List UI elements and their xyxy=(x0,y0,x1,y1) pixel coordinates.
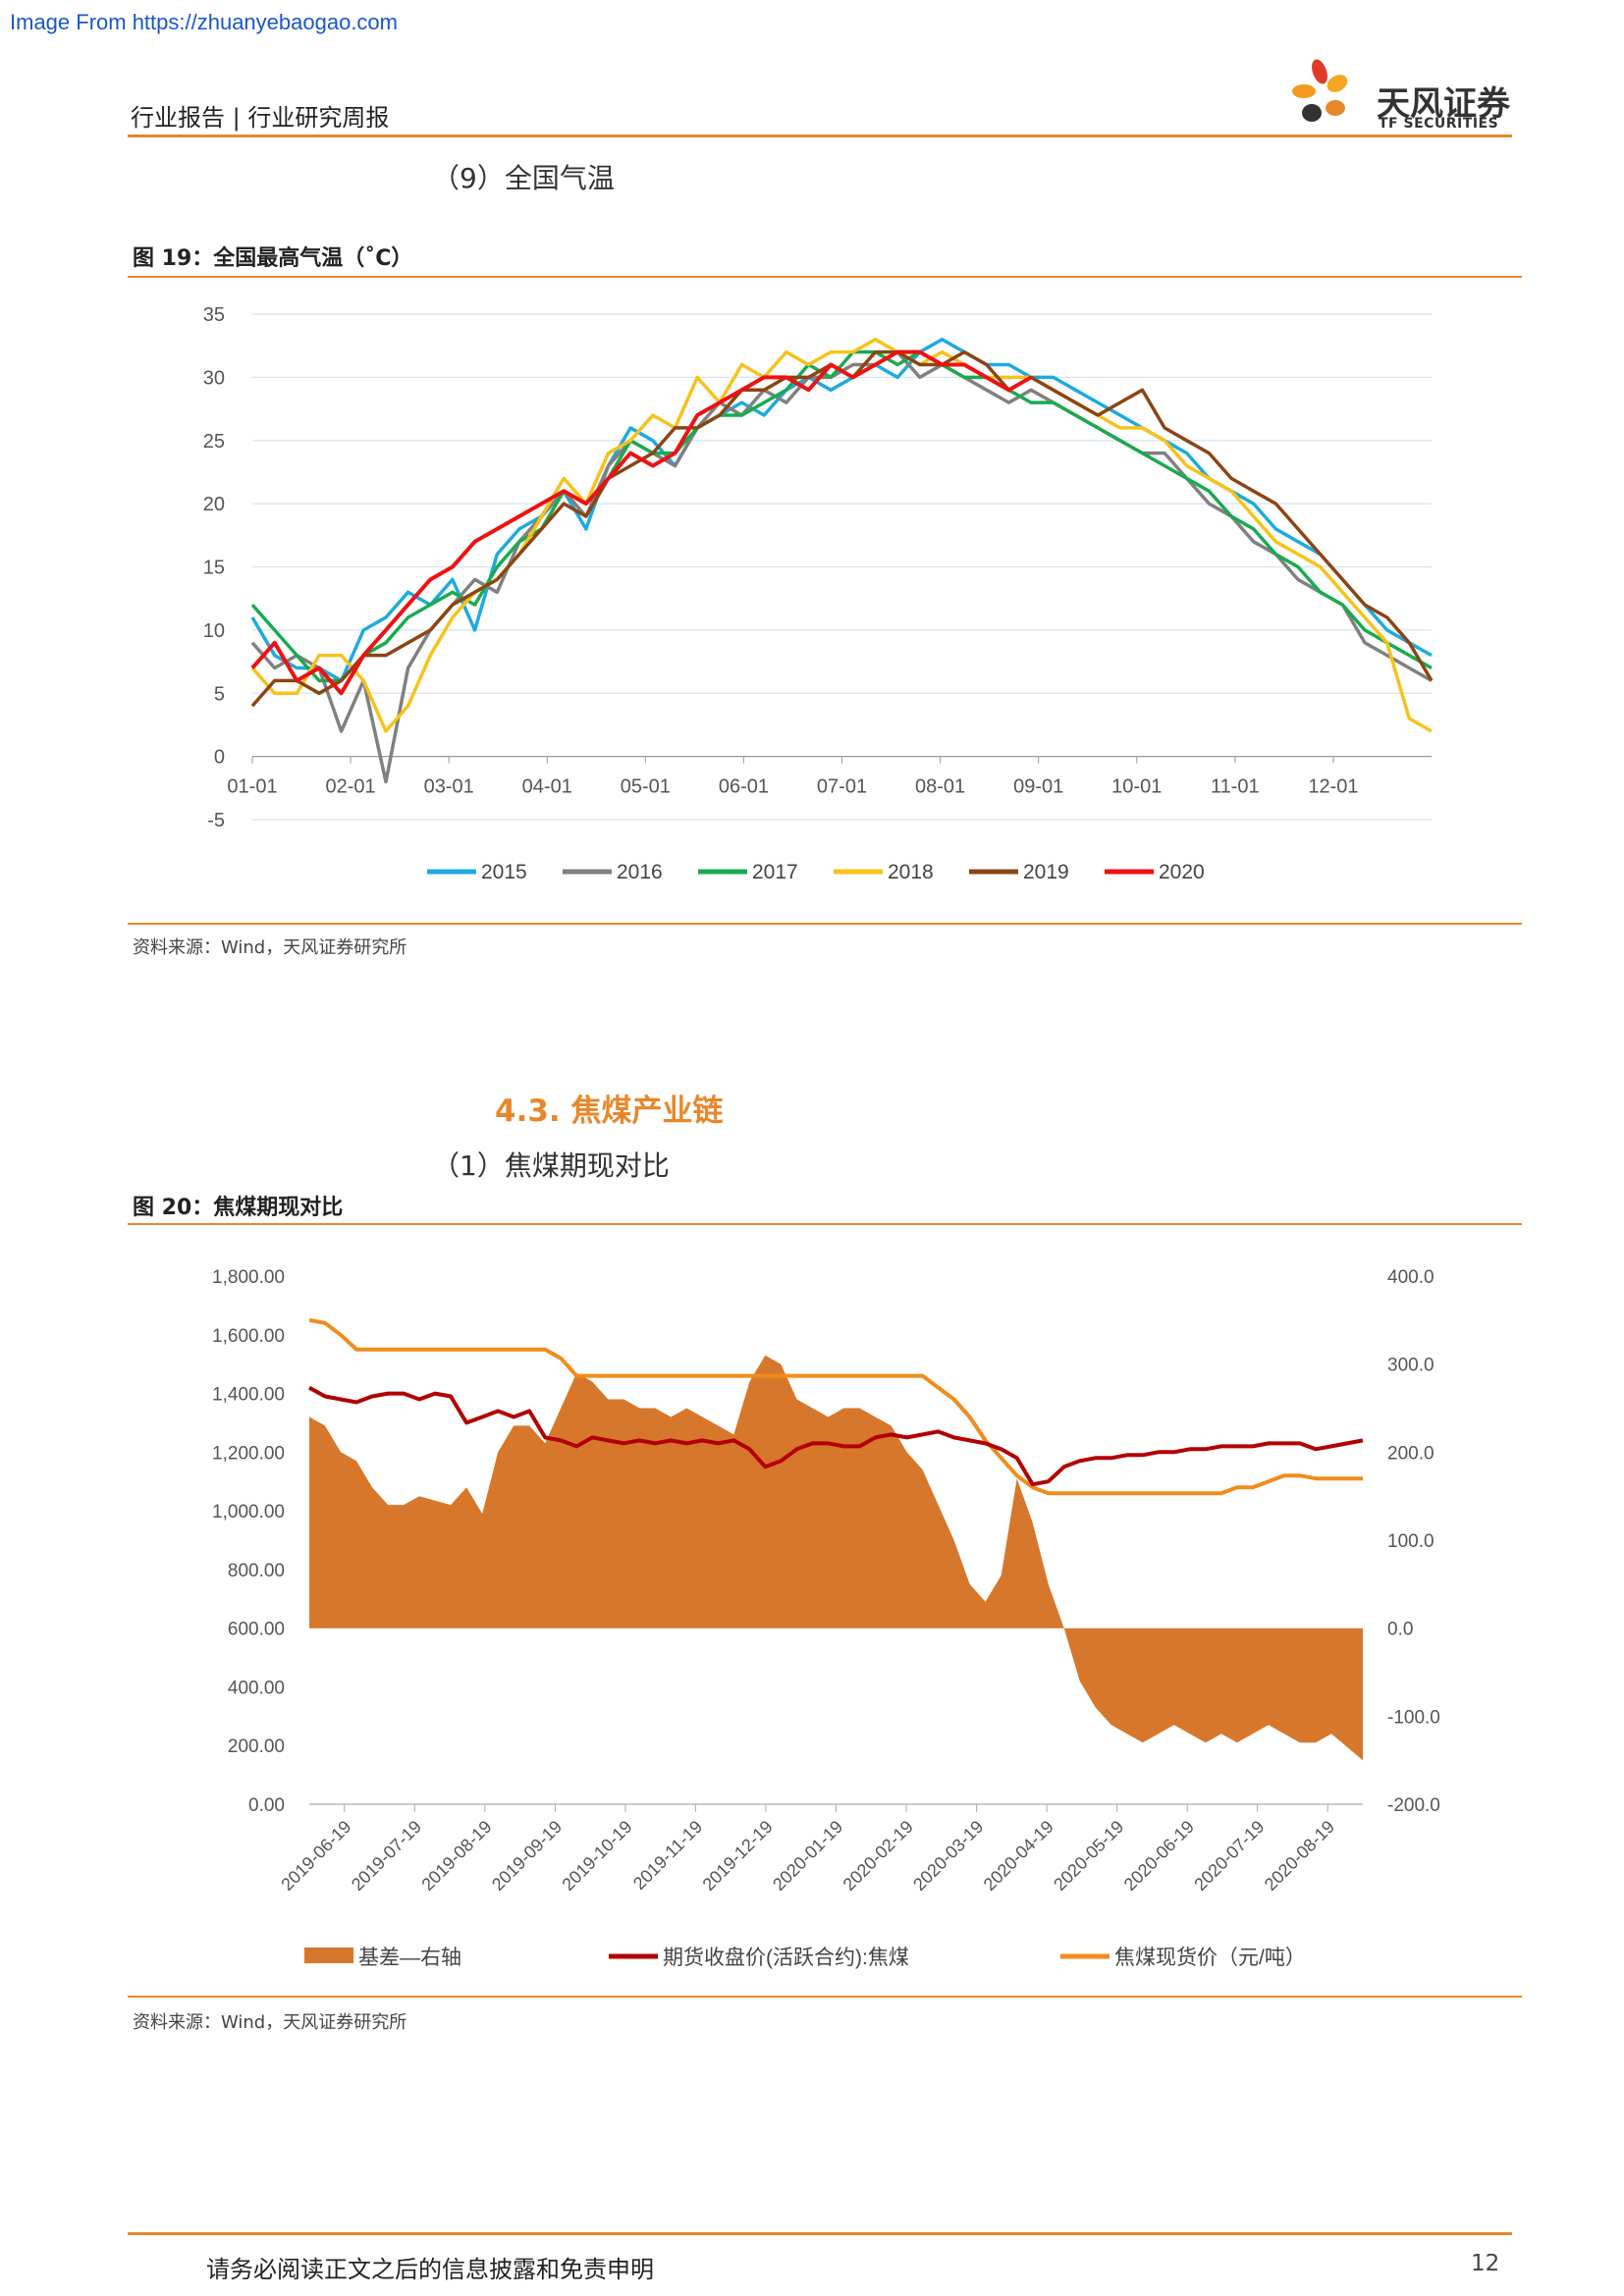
report-header-title: 行业报告 | 行业研究周报 xyxy=(131,104,390,132)
x-tick-label: 07-01 xyxy=(817,776,867,798)
x-tick-label: 2020-08-19 xyxy=(1261,1817,1338,1895)
right-axis-tick-label: -200.0 xyxy=(1387,1795,1440,1816)
left-axis-tick-label: 800.00 xyxy=(228,1561,285,1581)
basis-area xyxy=(309,1355,1363,1761)
logo-petals-icon xyxy=(1292,59,1348,122)
figure-20-title: 图 20：焦煤期现对比 xyxy=(133,1196,344,1220)
legend-label: 基差—右轴 xyxy=(358,1947,461,1969)
left-axis-tick-label: 1,600.00 xyxy=(212,1326,285,1347)
y-tick-label: 15 xyxy=(203,558,225,579)
x-tick-label: 2019-11-19 xyxy=(629,1817,706,1894)
left-axis-tick-label: 1,000.00 xyxy=(212,1502,285,1522)
x-tick-label: 2020-01-19 xyxy=(769,1817,846,1895)
legend-label-2015: 2015 xyxy=(481,861,527,883)
legend-label: 焦煤现货价（元/吨） xyxy=(1114,1947,1306,1969)
figure-19-bottom-rule xyxy=(128,923,1522,925)
series-line-2020 xyxy=(250,349,1033,696)
left-axis-tick-label: 400.00 xyxy=(228,1678,285,1698)
spot-price-line xyxy=(308,1317,1363,1496)
y-tick-label: 10 xyxy=(203,620,225,642)
legend-label-2019: 2019 xyxy=(1023,861,1069,883)
x-tick-label: 2020-05-19 xyxy=(1050,1817,1127,1895)
x-tick-label: 2019-08-19 xyxy=(417,1817,495,1895)
y-tick-label: -5 xyxy=(207,810,225,831)
x-tick-label: 2020-02-19 xyxy=(839,1817,917,1895)
legend-label-2018: 2018 xyxy=(888,861,934,883)
y-tick-label: 20 xyxy=(203,494,225,515)
x-tick-label: 2019-07-19 xyxy=(348,1817,425,1895)
x-tick-label: 2020-03-19 xyxy=(909,1817,987,1895)
y-tick-label: 5 xyxy=(214,683,225,705)
section-title: 4.3. 焦煤产业链 xyxy=(495,1094,724,1129)
x-tick-label: 2019-09-19 xyxy=(488,1817,566,1895)
right-axis-tick-label: 100.0 xyxy=(1387,1531,1435,1552)
left-axis-tick-label: 200.00 xyxy=(228,1736,285,1757)
figure-19-top-rule xyxy=(128,276,1522,278)
x-tick-label: 09-01 xyxy=(1013,776,1063,798)
subsection-heading-coking-coal: （1）焦煤期现对比 xyxy=(432,1149,670,1182)
x-tick-label: 08-01 xyxy=(915,776,965,798)
figure-19-title: 图 19：全国最高气温（˚C） xyxy=(133,246,413,271)
series-line-2017 xyxy=(250,349,1433,683)
x-tick-label: 2019-12-19 xyxy=(699,1817,777,1895)
left-axis-tick-label: 600.00 xyxy=(228,1620,285,1640)
watermark-text: Image From https://zhuanyebaogao.com xyxy=(10,10,398,34)
x-tick-label: 01-01 xyxy=(227,776,277,798)
x-tick-label: 2019-10-19 xyxy=(558,1817,635,1895)
y-tick-label: 0 xyxy=(214,747,225,769)
logo-name: 天风证券 xyxy=(1377,84,1510,124)
coking-coal-futures-spot-chart: 1,800.00 1,600.00 1,400.00 1,200.00 1,000.00… xyxy=(212,1267,1440,1969)
left-axis-tick-label: 0.00 xyxy=(248,1795,285,1816)
page-number: 12 xyxy=(1471,2251,1500,2276)
left-axis-tick-label: 1,400.00 xyxy=(212,1385,285,1406)
figure-20-top-rule xyxy=(128,1223,1522,1225)
futures-price-line xyxy=(308,1385,1364,1487)
x-tick-label: 2020-04-19 xyxy=(980,1817,1057,1895)
right-axis-tick-label: 200.0 xyxy=(1387,1443,1435,1464)
legend-label-2016: 2016 xyxy=(617,861,663,883)
x-tick-label: 03-01 xyxy=(424,776,474,798)
figure-20-source: 资料来源：Wind，天风证券研究所 xyxy=(133,2012,407,2033)
x-tick-label: 06-01 xyxy=(719,776,769,798)
x-tick-label: 05-01 xyxy=(621,776,671,798)
right-axis-tick-label: 0.0 xyxy=(1387,1620,1413,1640)
x-tick-label: 12-01 xyxy=(1308,776,1358,798)
legend-label: 期货收盘价(活跃合约):焦煤 xyxy=(663,1947,909,1969)
y-tick-label: 30 xyxy=(203,367,225,389)
x-tick-label: 04-01 xyxy=(522,776,572,798)
figure-19-source: 资料来源：Wind，天风证券研究所 xyxy=(133,937,407,958)
y-tick-label: 25 xyxy=(203,431,225,453)
x-tick-label: 2020-06-19 xyxy=(1120,1817,1198,1895)
x-tick-label: 2019-06-19 xyxy=(277,1817,354,1895)
footer-divider xyxy=(128,2232,1512,2235)
legend-swatch-basis xyxy=(304,1948,353,1963)
left-axis-tick-label: 1,800.00 xyxy=(212,1267,285,1288)
subsection-heading-temperature: （9）全国气温 xyxy=(432,162,615,194)
legend-label-2020: 2020 xyxy=(1159,861,1205,883)
y-tick-label: 35 xyxy=(203,304,225,326)
series-line-2018 xyxy=(250,338,1433,733)
x-tick-label: 2020-07-19 xyxy=(1190,1817,1268,1895)
company-logo xyxy=(1292,59,1348,122)
x-tick-label: 02-01 xyxy=(326,776,376,798)
right-axis-tick-label: 400.0 xyxy=(1387,1267,1435,1288)
header-divider xyxy=(128,134,1512,137)
x-tick-label: 11-01 xyxy=(1211,776,1260,798)
right-axis-tick-label: 300.0 xyxy=(1387,1356,1435,1376)
left-axis-tick-label: 1,200.00 xyxy=(212,1443,285,1464)
figure-20-bottom-rule xyxy=(128,1996,1522,1998)
footer-disclaimer: 请务必阅读正文之后的信息披露和免责申明 xyxy=(206,2256,654,2283)
legend-label-2017: 2017 xyxy=(752,861,798,883)
x-tick-label: 10-01 xyxy=(1111,776,1162,798)
logo-english-name: TF SECURITIES xyxy=(1379,116,1499,132)
right-axis-tick-label: -100.0 xyxy=(1387,1707,1440,1728)
